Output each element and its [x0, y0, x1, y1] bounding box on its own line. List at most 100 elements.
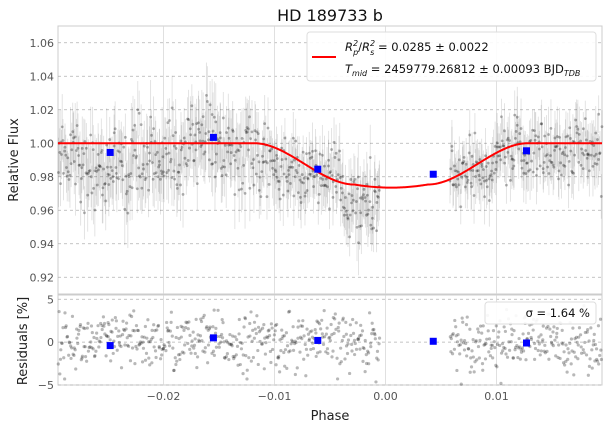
flux-data-point [201, 139, 205, 143]
residual-data-point [142, 335, 146, 339]
flux-data-point [520, 166, 524, 170]
residuals-y-tick-labels: −5 0 5 [38, 293, 54, 392]
binned-flux-point [209, 133, 217, 141]
residual-data-point [181, 325, 185, 329]
flux-data-point [360, 195, 364, 199]
flux-data-point [587, 153, 591, 157]
residual-data-point [569, 337, 574, 341]
x-tick-label: 0.01 [484, 390, 509, 403]
residual-data-point [308, 330, 312, 334]
residual-data-point [344, 332, 348, 336]
residual-data-point [220, 318, 224, 322]
residual-data-point [576, 343, 580, 347]
residual-data-point [366, 351, 371, 355]
flux-data-point [121, 178, 125, 182]
residual-data-point [294, 340, 298, 345]
residual-data-point [333, 317, 337, 321]
flux-data-point [342, 213, 346, 217]
residual-data-point [75, 336, 79, 340]
residual-data-point [293, 341, 297, 346]
residual-data-point [326, 351, 330, 356]
residual-data-point [70, 346, 74, 350]
residual-data-point [521, 332, 525, 336]
residual-data-point [296, 325, 300, 329]
flux-data-point [328, 207, 331, 211]
flux-data-point [130, 140, 134, 143]
residual-data-point [274, 363, 278, 367]
transit-model-curve [58, 142, 602, 189]
residual-data-point [263, 336, 267, 340]
flux-data-point [328, 171, 332, 175]
residual-data-point [317, 322, 322, 326]
flux-data-point [577, 160, 581, 164]
residual-data-point [351, 317, 355, 322]
residual-data-point [583, 340, 587, 345]
residual-data-point [168, 329, 172, 333]
residual-data-point [299, 324, 303, 328]
flux-data-point [553, 145, 557, 149]
residual-data-point [72, 353, 76, 358]
flux-data-point [337, 158, 341, 162]
residual-data-point [272, 333, 277, 337]
flux-data-point [294, 139, 298, 143]
residual-data-point [240, 341, 244, 345]
residual-data-point [114, 326, 118, 330]
residual-data-point [206, 361, 210, 365]
flux-data-point [375, 229, 378, 233]
residual-data-point [231, 334, 235, 338]
flux-data-point [279, 165, 283, 168]
residual-data-point [302, 334, 306, 338]
flux-data-point [454, 183, 457, 186]
residual-data-point [199, 319, 204, 324]
flux-data-point [191, 122, 195, 126]
flux-data-point [266, 126, 270, 130]
residual-data-point [192, 343, 197, 347]
flux-data-point [497, 145, 501, 149]
flux-data-point [503, 129, 506, 133]
residual-data-point [110, 318, 114, 322]
residual-data-point [149, 337, 153, 341]
flux-data-point [464, 162, 468, 166]
flux-data-point [356, 187, 359, 191]
residual-data-point [579, 345, 583, 349]
flux-data-point [589, 153, 593, 157]
flux-data-point [519, 127, 523, 130]
flux-data-point [111, 180, 115, 183]
residual-data-point [298, 350, 302, 354]
flux-data-point [250, 130, 254, 134]
residual-data-point [172, 368, 176, 373]
residual-data-point [77, 328, 81, 332]
flux-data-point [500, 115, 503, 119]
residual-data-point [311, 341, 315, 345]
residual-data-point [214, 326, 218, 330]
flux-data-point [354, 211, 357, 215]
flux-data-point [99, 165, 102, 169]
flux-data-point [343, 206, 346, 210]
flux-data-point [135, 154, 139, 158]
flux-data-point [252, 183, 256, 187]
residual-data-point [521, 349, 526, 353]
flux-data-point [179, 139, 183, 143]
residual-data-point [110, 330, 114, 334]
residual-data-point [339, 346, 343, 350]
residual-data-point [592, 332, 596, 336]
flux-data-point [278, 197, 282, 201]
flux-data-point [455, 169, 459, 173]
flux-data-point [338, 149, 342, 153]
residual-data-point [359, 323, 363, 327]
residual-data-point [467, 347, 471, 351]
residual-data-point [85, 359, 89, 363]
flux-data-point [213, 175, 217, 179]
residual-data-point [169, 320, 173, 325]
flux-data-point [215, 152, 218, 156]
flux-data-point [579, 139, 583, 143]
flux-data-point [64, 153, 68, 157]
residual-data-point [109, 359, 113, 363]
flux-data-point [160, 172, 164, 176]
residual-data-point [62, 356, 66, 360]
residual-data-point [85, 326, 89, 330]
residual-data-point [127, 333, 131, 338]
residual-data-point [353, 341, 357, 346]
flux-data-point [136, 108, 140, 112]
flux-data-point [78, 163, 82, 167]
